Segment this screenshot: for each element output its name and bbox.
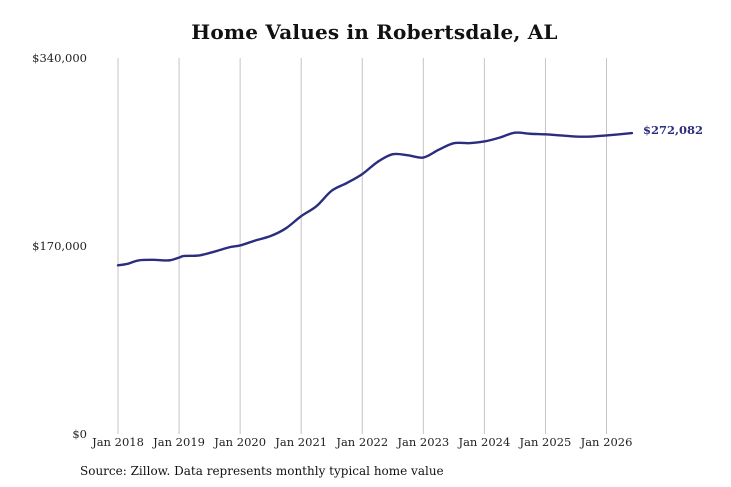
chart-source-note: Source: Zillow. Data represents monthly … (80, 464, 444, 478)
chart-title: Home Values in Robertsdale, AL (191, 20, 558, 44)
series-line-group (116, 131, 634, 267)
y-tick-label: $0 (72, 427, 87, 441)
x-tick-label: Jan 2019 (152, 435, 205, 449)
y-axis-tick-labels: $0 $170,000 $340,000 (32, 51, 87, 441)
last-value-label: $272,082 (643, 123, 703, 137)
x-tick-label: Jan 2021 (274, 435, 327, 449)
x-tick-label: Jan 2018 (91, 435, 144, 449)
x-tick-label: Jan 2026 (580, 435, 633, 449)
x-tick-label: Jan 2022 (335, 435, 388, 449)
x-tick-label: Jan 2020 (213, 435, 266, 449)
x-tick-label: Jan 2024 (457, 435, 510, 449)
x-tick-label: Jan 2025 (519, 435, 572, 449)
x-axis-tick-labels: Jan 2018 Jan 2019 Jan 2020 Jan 2021 Jan 2022… (91, 435, 632, 449)
gridlines (117, 58, 607, 434)
x-tick-label: Jan 2023 (396, 435, 449, 449)
y-tick-label: $170,000 (32, 239, 87, 253)
y-tick-label: $340,000 (32, 51, 87, 65)
series-line (116, 131, 634, 267)
data-labels: $272,082 (643, 123, 703, 137)
